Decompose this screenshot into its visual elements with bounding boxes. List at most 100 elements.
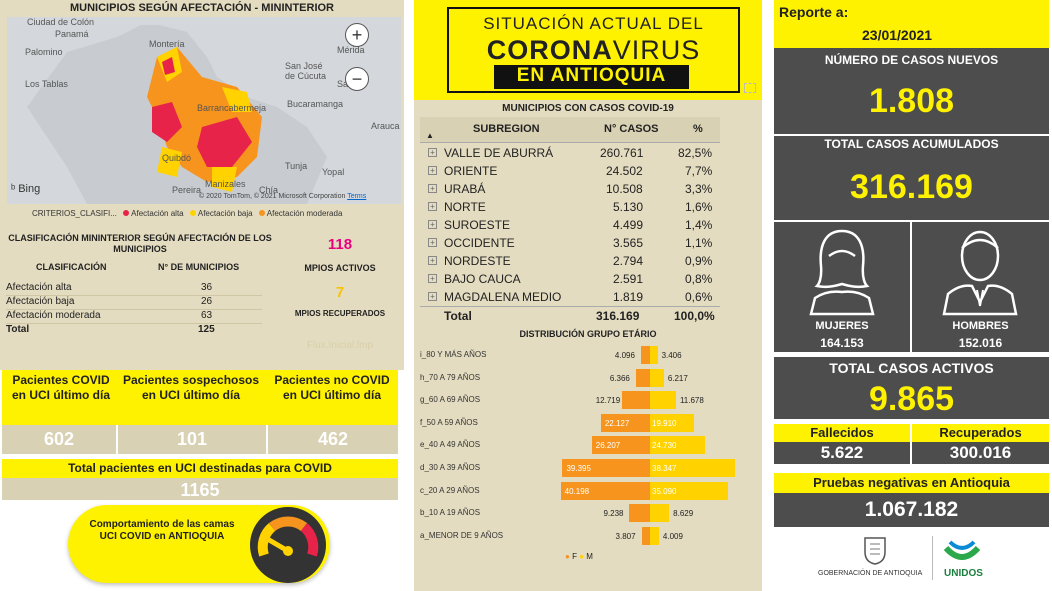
chart-legend: ● F ● M: [565, 552, 593, 561]
subregion-cases: 10.508: [606, 182, 643, 196]
total-label: Total: [6, 324, 30, 335]
total-cases: 316.169: [596, 309, 640, 323]
subregion-pct: 1,6%: [685, 200, 713, 214]
map-place: Panamá: [55, 29, 89, 39]
expand-row-icon[interactable]: +: [428, 166, 437, 175]
uci-header-covid: Pacientes COVID en UCI último día: [11, 373, 110, 402]
uci-value-covid: 602: [2, 425, 116, 454]
uci-value-text: 462: [317, 429, 349, 449]
map-credit-text: © 2020 TomTom, © 2021 Microsoft Corporat…: [199, 193, 346, 200]
recovered-mpios-number: 7: [335, 284, 345, 301]
dead-value: 5.622: [774, 442, 910, 464]
map-terms-link[interactable]: Terms: [347, 193, 367, 200]
new-cases-box: [774, 48, 1049, 134]
expand-row-icon[interactable]: +: [428, 238, 437, 247]
subregion-cases: 24.502: [606, 164, 643, 178]
table-row[interactable]: + NORTE 5.130 1,6%: [420, 198, 720, 216]
table-row[interactable]: + URABÁ 10.508 3,3%: [420, 180, 720, 198]
table-row[interactable]: + NORDESTE 2.794 0,9%: [420, 252, 720, 270]
legend-dot-icon: [189, 210, 196, 216]
header-subregion[interactable]: SUBREGION: [473, 123, 540, 135]
legend-item-mod[interactable]: Afectación moderada: [258, 209, 342, 218]
class-col2: N° DE MUNICIPIOS: [158, 262, 240, 272]
unidos-logo-icon: [944, 540, 980, 560]
table-row[interactable]: + ORIENTE 24.502 7,7%: [420, 162, 720, 180]
divider: [932, 536, 933, 580]
map-place: Arauca: [371, 121, 400, 131]
subregion-pct: 1,4%: [685, 218, 713, 232]
report-label: Reporte a:: [779, 4, 849, 20]
expand-row-icon[interactable]: +: [428, 184, 437, 193]
expand-row-icon[interactable]: +: [428, 292, 437, 301]
report-date: 23/01/2021: [862, 27, 933, 43]
expand-row-icon[interactable]: +: [428, 220, 437, 229]
men-label: HOMBRES: [952, 320, 1009, 332]
legend-dot-m-icon: ●: [579, 552, 585, 561]
women-value: 164.153: [820, 336, 864, 350]
subregion-pct: 7,7%: [685, 164, 713, 178]
map-place: San: [337, 79, 354, 89]
recovered-label: Recuperados: [912, 424, 1049, 442]
negative-tests-value: 1.067.182: [774, 493, 1049, 527]
header-cases[interactable]: N° CASOS: [604, 123, 659, 135]
gov-label: GOBERNACIÓN DE ANTIOQUIA: [818, 570, 923, 577]
subregion-pct: 1,1%: [685, 236, 713, 250]
class-name: Afectación moderada: [6, 310, 101, 321]
legend-label-f: F: [572, 552, 577, 561]
legend-item-high[interactable]: Afectación alta: [123, 209, 184, 218]
table-total-row: Total 316.169 100,0%: [420, 306, 720, 324]
table-row[interactable]: + VALLE DE ABURRÁ 260.761 82,5%: [420, 144, 720, 162]
subregion-pct: 0,6%: [685, 290, 713, 304]
map[interactable]: Ciudad de Colón Panamá Montería Mérida S…: [7, 17, 401, 204]
cases-table-header: ▲: [420, 117, 720, 143]
class-col1: CLASIFICACIÓN: [36, 262, 107, 272]
table-row: Afectación moderada 63: [6, 310, 262, 324]
legend-label: Afectación baja: [197, 209, 253, 218]
expand-row-icon[interactable]: +: [428, 274, 437, 283]
subregion-pct: 0,8%: [685, 272, 713, 286]
banner-line2: CORONAVIRUS: [449, 35, 738, 66]
men-box: [912, 222, 1049, 352]
negative-tests-label: Pruebas negativas en Antioquia: [774, 473, 1049, 493]
total-pct: 100,0%: [674, 309, 715, 323]
uci-total-value: 1165: [180, 480, 220, 500]
legend-dot-icon: [123, 210, 130, 216]
coat-of-arms-icon: [864, 537, 886, 565]
table-row[interactable]: + OCCIDENTE 3.565 1,1%: [420, 234, 720, 252]
subregion-cases: 4.499: [613, 218, 644, 232]
map-place: Palomino: [25, 47, 63, 57]
class-count: 26: [201, 296, 213, 307]
subregion-pct: 3,3%: [685, 182, 713, 196]
subregion-name: ORIENTE: [444, 164, 498, 178]
subregion-name: URABÁ: [444, 182, 486, 196]
dead-label: Fallecidos: [774, 424, 910, 442]
men-value: 152.016: [958, 336, 1003, 350]
expand-icon[interactable]: [744, 83, 756, 93]
table-total-row: Total 125: [6, 324, 262, 338]
expand-row-icon[interactable]: +: [428, 148, 437, 157]
table-row: Afectación alta 36: [6, 282, 262, 296]
sort-icon[interactable]: ▲: [426, 131, 434, 140]
cases-table-title: MUNICIPIOS CON CASOS COVID-19: [502, 103, 674, 114]
subregion-name: BAJO CAUCA: [444, 272, 521, 286]
map-title: MUNICIPIOS SEGÚN AFECTACIÓN - MININTERIO…: [70, 2, 334, 14]
table-row[interactable]: + MAGDALENA MEDIO 1.819 0,6%: [420, 288, 720, 306]
map-place: Ciudad de Colón: [27, 17, 95, 27]
map-place: Pereira: [172, 185, 202, 195]
recovered-value: 300.016: [912, 442, 1049, 464]
header-pct[interactable]: %: [693, 123, 703, 135]
zoom-out-button[interactable]: −: [345, 67, 369, 91]
active-cases-label: TOTAL CASOS ACTIVOS: [829, 360, 994, 376]
subregion-cases: 3.565: [613, 236, 644, 250]
table-row[interactable]: + BAJO CAUCA 2.591 0,8%: [420, 270, 720, 288]
banner-virus: VIRUS: [612, 35, 701, 65]
legend-dot-f-icon: ●: [565, 552, 570, 561]
class-name: Afectación alta: [6, 282, 72, 293]
expand-row-icon[interactable]: +: [428, 256, 437, 265]
table-row[interactable]: + SUROESTE 4.499 1,4%: [420, 216, 720, 234]
expand-row-icon[interactable]: +: [428, 202, 437, 211]
gauge-card[interactable]: Comportamiento de las camas UCI COVID en…: [68, 505, 330, 583]
banner-box: SITUACIÓN ACTUAL DEL CORONAVIRUS EN ANTI…: [447, 7, 740, 93]
legend-item-low[interactable]: Afectación baja: [189, 209, 253, 218]
zoom-in-button[interactable]: +: [345, 23, 369, 47]
